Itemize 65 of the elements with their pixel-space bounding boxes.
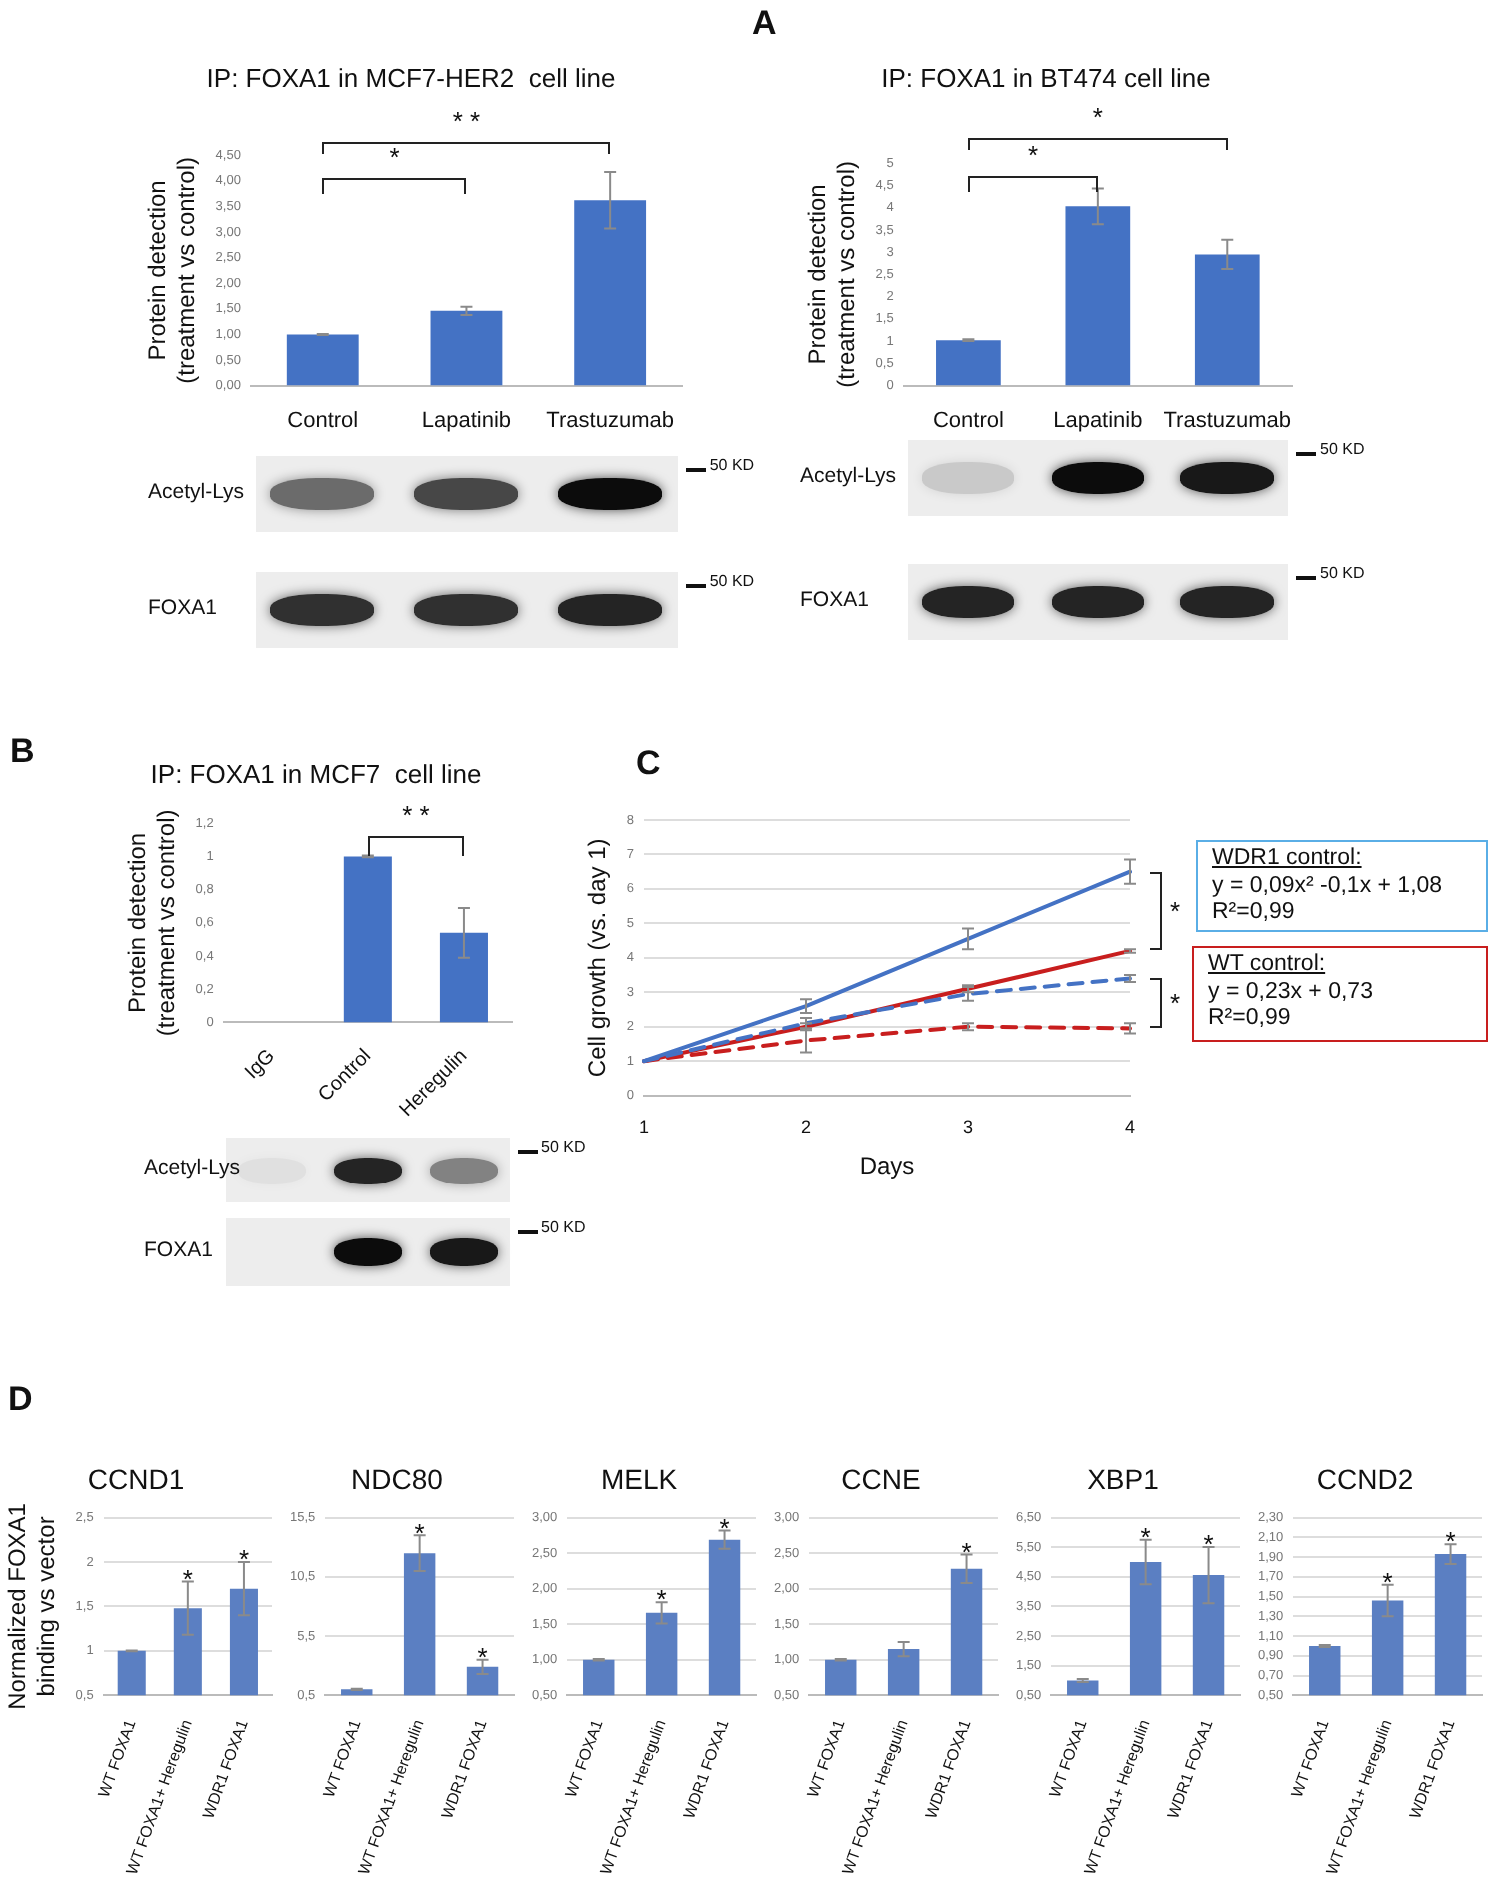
annotation: *	[719, 1512, 730, 1543]
text: 50 KD	[709, 572, 755, 591]
y-axis-title: Protein detection (treatment vs control)	[803, 161, 860, 388]
text: 50 KD	[709, 456, 755, 475]
x-tick-label: 4	[1124, 1117, 1136, 1138]
x-tick-label: Lapatinib	[421, 408, 512, 433]
annotation: *	[1028, 140, 1039, 173]
text: *	[1170, 895, 1181, 928]
annotation: *	[414, 1517, 425, 1548]
chart-title: CCND1	[87, 1462, 185, 1495]
text: R²=0,99	[1212, 900, 1295, 927]
chart-title: XBP1	[1087, 1462, 1160, 1495]
annotation: *	[389, 142, 400, 175]
y-axis-title: Normalized FOXA1 binding vs vector	[3, 1502, 60, 1710]
annotation: *	[1140, 1521, 1151, 1552]
annotation: *	[182, 1563, 193, 1594]
chart-title: IP: FOXA1 in MCF7-HER2 cell line	[206, 62, 616, 93]
chart-title: MELK	[600, 1462, 679, 1495]
text: y = 0,23x + 0,73	[1208, 979, 1373, 1006]
text: Acetyl-Lys	[148, 480, 245, 505]
y-axis-title: Cell growth (vs. day 1)	[583, 838, 612, 1078]
annotation: *	[961, 1536, 972, 1567]
text: A	[752, 4, 777, 44]
text: WDR1 control:	[1212, 846, 1362, 873]
y-axis-title: Protein detection (treatment vs control)	[143, 157, 200, 384]
text: 50 KD	[541, 1138, 586, 1157]
x-tick-label: IgG	[241, 1045, 281, 1084]
x-tick-label: 1	[639, 1117, 650, 1138]
annotation: *	[238, 1544, 250, 1575]
chart-title: IP: FOXA1 in MCF7 cell line	[150, 758, 482, 789]
chart-title: CCND2	[1316, 1462, 1414, 1495]
annotation: *	[477, 1641, 488, 1672]
annotation: *	[1382, 1566, 1393, 1597]
text: * *	[452, 106, 481, 139]
text: 50 KD	[541, 1218, 586, 1237]
text: *	[1170, 987, 1181, 1020]
y-axis-title: Protein detection (treatment vs control)	[123, 809, 180, 1037]
x-tick-label: 3	[962, 1117, 974, 1138]
text: R²=0,99	[1208, 1006, 1291, 1033]
x-tick-label: Control	[287, 408, 359, 433]
text: y = 0,09x² -0,1x + 1,08	[1212, 873, 1443, 900]
text: FOXA1	[800, 588, 869, 613]
text: Acetyl-Lys	[144, 1156, 241, 1181]
text: B	[10, 732, 35, 772]
x-axis-title: Days	[859, 1152, 915, 1181]
text: *	[1092, 102, 1103, 135]
x-tick-label: Trastuzumab	[546, 408, 674, 433]
text: FOXA1	[148, 596, 217, 621]
text: Acetyl-Lys	[800, 464, 897, 489]
chart-title: CCNE	[841, 1462, 921, 1495]
x-tick-label: Control	[932, 408, 1004, 433]
chart-title: IP: FOXA1 in BT474 cell line	[881, 62, 1211, 93]
annotation: *	[1445, 1526, 1456, 1557]
text: C	[636, 744, 661, 784]
x-tick-label: Trastuzumab	[1163, 408, 1292, 433]
text: 50 KD	[1320, 440, 1365, 459]
text: FOXA1	[144, 1238, 213, 1263]
chart-title: NDC80	[351, 1462, 444, 1495]
text: D	[8, 1380, 33, 1420]
annotation: *	[1203, 1529, 1214, 1560]
text: 50 KD	[1320, 564, 1365, 583]
text: WT control:	[1208, 952, 1326, 979]
x-tick-label: Lapatinib	[1053, 408, 1143, 433]
annotation: * *	[402, 800, 430, 833]
annotation: *	[656, 1584, 667, 1615]
